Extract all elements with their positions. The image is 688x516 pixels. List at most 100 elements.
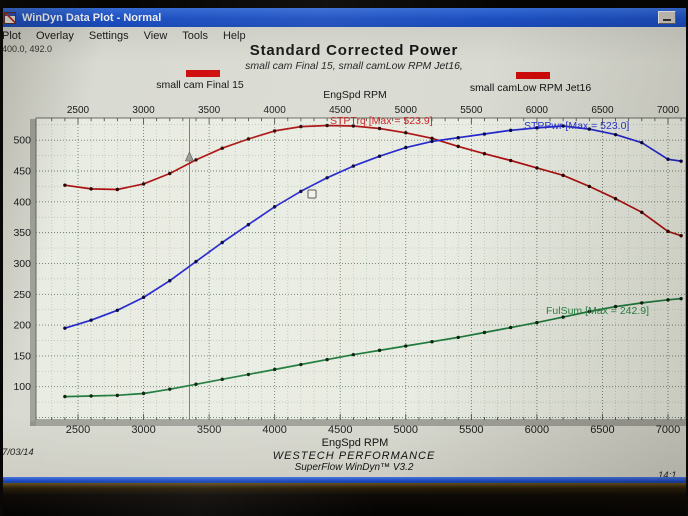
- series-point-stppwr: [220, 240, 224, 245]
- series-point-fulsum: [168, 387, 172, 391]
- series-point-fulsum: [325, 357, 329, 362]
- series-point-fulsum: [430, 340, 434, 344]
- y-tick-label: 500: [13, 135, 31, 147]
- series-point-stppwr: [89, 318, 93, 322]
- cursor-marker-icon: [184, 151, 194, 162]
- series-point-fulsum: [535, 320, 539, 325]
- series-point-stptrq: [613, 197, 618, 201]
- series-point-stptrq: [430, 136, 434, 141]
- series-point-fulsum: [666, 298, 670, 302]
- series-point-fulsum: [377, 348, 382, 353]
- series-point-stptrq: [508, 158, 513, 163]
- x-tick-label-bottom: 4000: [262, 424, 286, 436]
- series-point-stppwr: [679, 159, 683, 163]
- x-tick-label-top: 2500: [67, 105, 90, 116]
- series-point-stppwr: [430, 139, 434, 144]
- chart-title: Standard Corrected Power: [249, 42, 459, 59]
- x-axis-title-bottom: EngSpd RPM: [321, 437, 389, 449]
- series-point-stppwr: [377, 154, 382, 158]
- series-point-stptrq: [561, 173, 565, 178]
- bezel-left: [0, 0, 3, 516]
- window-titlebar[interactable]: WinDyn Data Plot - Normal: [0, 8, 688, 27]
- x-tick-label-top: 5000: [395, 105, 418, 116]
- series-point-stppwr: [561, 124, 565, 128]
- series-point-stptrq: [351, 124, 356, 128]
- series-point-fulsum: [508, 325, 513, 330]
- x-tick-label-top: 5500: [460, 105, 483, 116]
- legend-label-run1: small cam Final 15: [156, 79, 244, 91]
- plot-time: 14:1: [658, 470, 677, 481]
- y-tick-label: 450: [13, 166, 31, 178]
- minimize-button[interactable]: [658, 11, 676, 24]
- legend-label-run2: small camLow RPM Jet16: [469, 82, 592, 94]
- x-tick-label-bottom: 4500: [328, 424, 352, 436]
- series-point-stppwr: [115, 308, 120, 312]
- series-point-fulsum: [141, 391, 146, 396]
- menu-item-view[interactable]: View: [143, 29, 168, 42]
- bezel-right: [686, 0, 688, 516]
- x-tick-label-top: 4000: [264, 105, 287, 116]
- plot-shadow-bottom: [30, 421, 686, 426]
- series-point-stppwr: [299, 189, 303, 194]
- x-tick-label-top: 4500: [329, 105, 352, 116]
- menu-item-help[interactable]: Help: [222, 29, 246, 42]
- series-point-fulsum: [194, 382, 198, 386]
- y-tick-label: 400: [13, 196, 31, 208]
- series-point-stptrq: [299, 124, 303, 129]
- bezel-bottom: ViewSonic MSD: [0, 483, 688, 516]
- x-tick-label-bottom: 3500: [197, 424, 221, 436]
- plot-date: 7/03/14: [2, 447, 34, 458]
- series-point-fulsum: [404, 344, 408, 348]
- series-max-label-fulsum: FulSum [Max = 242.9]: [546, 305, 649, 317]
- window-bottom-border: [0, 477, 688, 483]
- x-tick-label-bottom: 2500: [66, 424, 90, 436]
- series-point-stptrq: [587, 184, 592, 189]
- cursor-readout: 400.0, 492.0: [2, 44, 53, 54]
- series-point-stppwr: [63, 326, 67, 330]
- series-point-stptrq: [89, 187, 93, 191]
- chart-header: Standard Corrected Power small cam Final…: [104, 42, 604, 72]
- y-tick-label: 350: [13, 227, 31, 239]
- series-point-fulsum: [220, 377, 224, 382]
- series-point-stppwr: [482, 132, 487, 136]
- series-point-stppwr: [456, 136, 460, 140]
- series-point-stptrq: [666, 229, 670, 234]
- x-tick-label-bottom: 3000: [131, 424, 155, 436]
- series-point-stppwr: [508, 128, 513, 133]
- series-point-stppwr: [535, 126, 539, 130]
- mouse-pointer-icon: [307, 189, 317, 199]
- x-tick-label-top: 7000: [657, 105, 680, 116]
- app-icon: [4, 11, 16, 24]
- series-point-stppwr: [613, 132, 618, 137]
- series-point-stppwr: [246, 222, 251, 227]
- series-point-stppwr: [272, 205, 277, 209]
- menu-item-overlay[interactable]: Overlay: [35, 29, 74, 42]
- series-point-fulsum: [482, 330, 487, 335]
- series-point-stptrq: [194, 158, 198, 162]
- menu-item-tools[interactable]: Tools: [182, 29, 208, 42]
- menu-item-plot[interactable]: Plot: [2, 29, 21, 42]
- series-point-stppwr: [666, 157, 670, 161]
- series-point-stptrq: [63, 183, 67, 187]
- y-tick-label: 150: [13, 350, 31, 362]
- series-point-stptrq: [272, 129, 277, 133]
- y-tick-label: 200: [13, 320, 31, 332]
- series-point-stptrq: [640, 210, 644, 214]
- menu-item-settings[interactable]: Settings: [88, 29, 129, 42]
- series-point-stptrq: [535, 166, 539, 170]
- x-tick-label-bottom: 6500: [590, 424, 614, 436]
- plot-area[interactable]: [36, 118, 686, 420]
- series-point-stppwr: [141, 295, 146, 300]
- series-point-fulsum: [679, 296, 683, 301]
- x-tick-label-bottom: 6000: [525, 424, 549, 436]
- series-point-stptrq: [456, 144, 460, 149]
- series-point-fulsum: [351, 352, 356, 357]
- series-point-fulsum: [640, 301, 644, 305]
- minimize-icon: [663, 19, 671, 21]
- series-point-stptrq: [115, 187, 120, 192]
- y-tick-label: 300: [13, 258, 31, 270]
- series-max-label-stppwr: STPPwr [Max = 523.0]: [524, 120, 629, 132]
- x-axis-title-top: EngSpd RPM: [323, 89, 387, 101]
